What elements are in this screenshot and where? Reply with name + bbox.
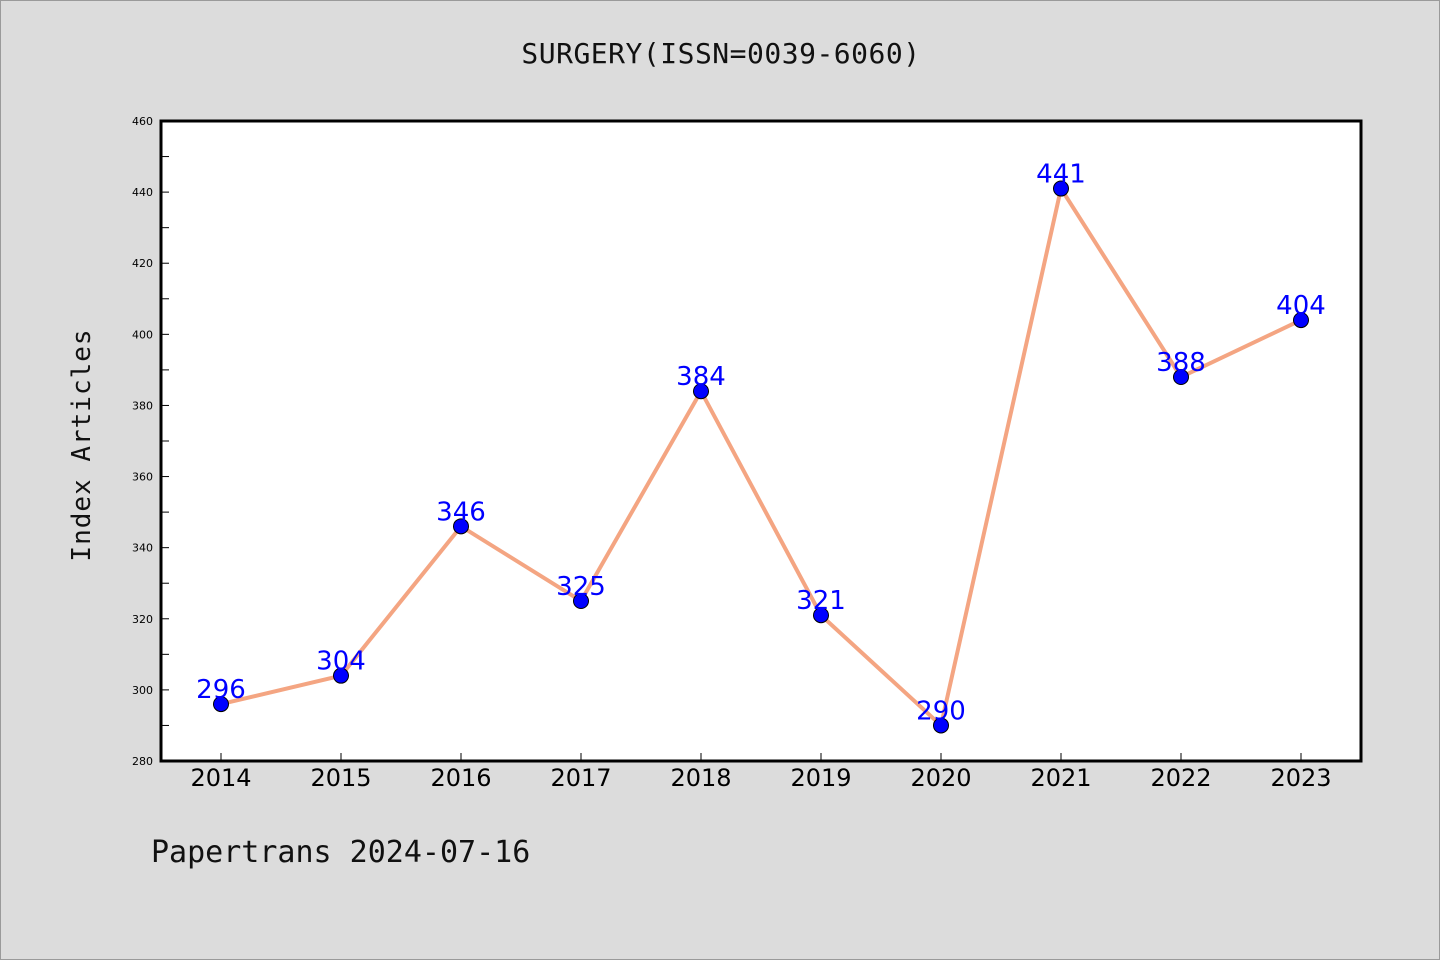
data-label: 304 [316, 647, 366, 677]
data-point [813, 607, 829, 624]
y-tick-label: 280 [132, 755, 153, 768]
x-tick-label: 2020 [910, 764, 971, 792]
chart-title: SURGERY(ISSN=0039-6060) [521, 37, 921, 70]
x-tick-label: 2017 [550, 764, 611, 792]
data-label: 404 [1276, 291, 1326, 321]
y-tick-label: 400 [132, 328, 153, 341]
x-tick-label: 2019 [790, 764, 851, 792]
x-tick-label: 2014 [190, 764, 251, 792]
data-point [1293, 312, 1309, 329]
y-tick-label: 360 [132, 471, 153, 484]
data-point [573, 593, 589, 609]
data-point [333, 667, 349, 684]
data-label: 384 [676, 362, 726, 392]
y-tick-label: 440 [132, 186, 153, 199]
data-label: 321 [796, 586, 846, 616]
data-label: 296 [196, 675, 246, 705]
data-label: 388 [1156, 348, 1206, 378]
x-tick-label: 2015 [310, 764, 371, 792]
y-tick-label: 420 [132, 257, 153, 270]
plot-frame [159, 119, 1363, 763]
x-tick-label: 2022 [1150, 764, 1211, 792]
y-tick-label: 300 [132, 684, 153, 697]
series-line [220, 183, 1302, 730]
x-tick-label: 2021 [1030, 764, 1091, 792]
data-label: 441 [1036, 160, 1086, 190]
x-tick-label: 2023 [1270, 764, 1331, 792]
data-point [693, 383, 709, 400]
data-point [213, 696, 229, 713]
data-point [1053, 180, 1069, 197]
y-tick-label: 460 [132, 115, 153, 128]
data-point [1173, 369, 1189, 385]
y-tick-label: 340 [132, 542, 153, 555]
data-point [933, 717, 949, 734]
x-tick-label: 2018 [670, 764, 731, 792]
data-label: 346 [436, 497, 486, 527]
data-point [453, 518, 469, 535]
x-tick-label: 2016 [430, 764, 491, 792]
y-tick-label: 320 [132, 613, 153, 626]
data-label: 290 [916, 696, 966, 726]
y-tick-label: 380 [132, 399, 153, 412]
footer-text: Papertrans 2024-07-16 [151, 835, 531, 870]
data-label: 325 [556, 572, 606, 602]
